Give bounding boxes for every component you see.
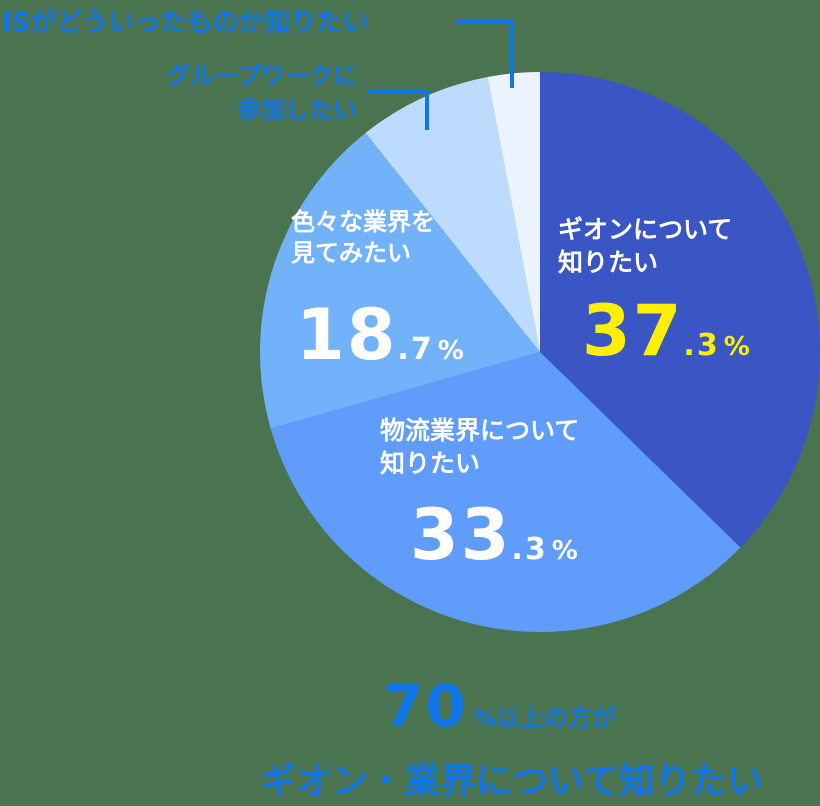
summary-line1: 70 %以上の方が (383, 672, 616, 740)
pie-slice (540, 72, 820, 548)
gion-percent-dec: .3 (683, 328, 720, 363)
various-percent-int: 18 (296, 294, 398, 376)
gion-percent-int: 37 (582, 290, 684, 372)
group-leader-horizontal (367, 90, 429, 94)
pie-slice (260, 132, 540, 429)
logistics-percent-sign: % (551, 536, 580, 566)
logistics-label-line2: 知りたい (380, 448, 481, 478)
gion-label: ギオンについて 知りたい (558, 214, 732, 279)
pie-slice (365, 76, 540, 353)
logistics-percent: 33.3% (410, 500, 580, 570)
various-label-line1: 色々な業界を (291, 208, 435, 236)
summary-pct: 70 (383, 672, 468, 740)
is-callout: ISがどういったものか知りたい (2, 8, 369, 38)
various-percent-dec: .7 (397, 332, 434, 367)
logistics-label-line1: 物流業界について (380, 416, 580, 445)
group-callout: グループワークに 参加したい (166, 60, 357, 127)
group-callout-line2: 参加したい (237, 95, 357, 124)
various-label-line2: 見てみたい (291, 239, 411, 268)
various-percent: 18.7% (296, 300, 466, 370)
pie-slice (487, 72, 540, 352)
summary-pct-sign: % (473, 707, 496, 732)
various-label: 色々な業界を 見てみたい (291, 207, 435, 269)
is-leader-horizontal (455, 20, 514, 24)
gion-label-line1: ギオンについて (558, 215, 733, 244)
group-leader-vertical (425, 90, 429, 130)
various-percent-sign: % (437, 336, 466, 366)
logistics-label: 物流業界について 知りたい (380, 415, 579, 480)
logistics-percent-int: 33 (410, 494, 512, 576)
gion-percent-sign: % (723, 332, 752, 362)
logistics-percent-dec: .3 (511, 532, 548, 567)
gion-label-line2: 知りたい (558, 247, 659, 277)
group-callout-line1: グループワークに (166, 62, 357, 90)
summary-line2: ギオン・業界について知りたい (260, 761, 763, 802)
summary-line1-rest: 以上の方が (495, 704, 616, 732)
gion-percent: 37.3% (582, 296, 752, 366)
is-leader-vertical (510, 20, 514, 88)
pie-slice (270, 352, 741, 632)
